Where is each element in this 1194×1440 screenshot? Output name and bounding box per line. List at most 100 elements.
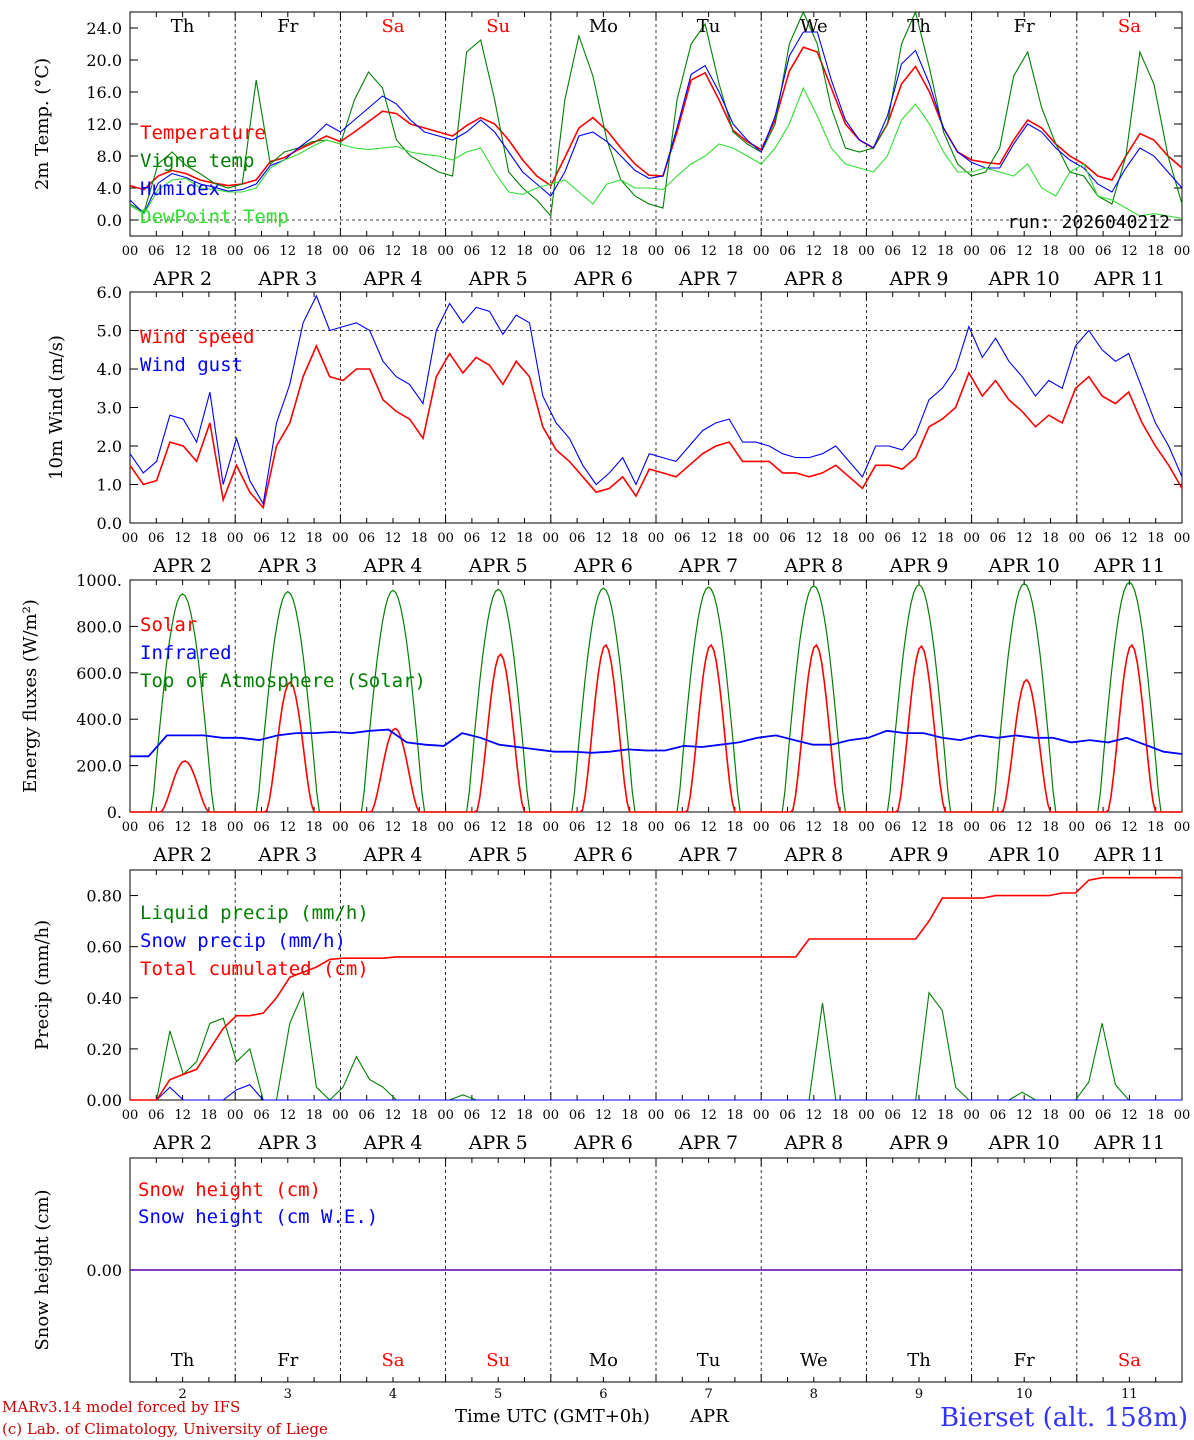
hour-label: 06: [884, 244, 901, 259]
legend-entry: Wind speed: [140, 326, 254, 348]
hour-label: 12: [385, 531, 402, 546]
hour-label: 00: [227, 820, 244, 835]
day-number-label: 9: [915, 1387, 923, 1402]
hour-label: 00: [963, 1108, 980, 1123]
hour-label: 00: [753, 820, 770, 835]
date-label: APR 11: [1093, 555, 1165, 577]
hour-label: 06: [148, 820, 165, 835]
hour-label: 06: [779, 531, 796, 546]
hour-label: 06: [674, 531, 691, 546]
hour-label: 18: [306, 1108, 323, 1123]
hour-label: 00: [227, 244, 244, 259]
day-number-label: 5: [494, 1387, 502, 1402]
footer-model: MARv3.14 model forced by IFS: [2, 1398, 240, 1416]
hour-label: 18: [306, 820, 323, 835]
y-tick-label: 0.0: [97, 514, 122, 533]
hour-label: 00: [1069, 820, 1086, 835]
hour-label: 12: [806, 820, 823, 835]
hour-label: 06: [464, 531, 481, 546]
hour-label: 12: [911, 531, 928, 546]
hour-label: 18: [621, 531, 638, 546]
hour-label: 06: [1095, 820, 1112, 835]
date-label: APR 2: [152, 555, 212, 577]
date-label: APR 11: [1093, 1132, 1165, 1154]
weekday-label: Tu: [697, 1350, 721, 1371]
hour-label: 06: [253, 1108, 270, 1123]
hour-label: 06: [358, 244, 375, 259]
hour-label: 06: [464, 820, 481, 835]
hour-label: 06: [358, 1108, 375, 1123]
hour-label: 12: [911, 1108, 928, 1123]
hour-label: 06: [148, 244, 165, 259]
hour-label: 18: [1042, 531, 1059, 546]
legend-entry: Humidex: [140, 178, 220, 200]
hour-label: 00: [648, 1108, 665, 1123]
hour-label: 06: [358, 531, 375, 546]
hour-label: 12: [490, 244, 507, 259]
hour-label: 12: [490, 531, 507, 546]
date-label: APR 3: [257, 1132, 317, 1154]
weekday-label: Mo: [589, 1350, 618, 1371]
hour-label: 00: [437, 1108, 454, 1123]
date-label: APR 4: [363, 555, 423, 577]
hour-label: 06: [990, 820, 1007, 835]
date-label: APR 9: [889, 555, 949, 577]
hour-label: 06: [253, 244, 270, 259]
series-line-2: [130, 1084, 1182, 1101]
date-label: APR 2: [152, 268, 212, 290]
hour-label: 06: [1095, 1108, 1112, 1123]
hour-label: 06: [884, 820, 901, 835]
legend-entry: Solar: [140, 614, 197, 636]
hour-label: 06: [148, 531, 165, 546]
hour-label: 18: [411, 244, 428, 259]
weekday-label: Mo: [589, 16, 618, 37]
hour-label: 00: [648, 820, 665, 835]
y-tick-label: 1.0: [97, 476, 122, 495]
hour-label: 18: [1042, 820, 1059, 835]
legend-entry: Snow height (cm W.E.): [138, 1206, 378, 1228]
hour-label: 18: [832, 820, 849, 835]
hour-label: 06: [148, 1108, 165, 1123]
y-tick-label: 20.0: [86, 51, 122, 70]
day-number-label: 2: [178, 1387, 186, 1402]
hour-label: 00: [122, 244, 139, 259]
hour-label: 12: [174, 244, 191, 259]
y-tick-label: 200.0: [76, 757, 122, 776]
weekday-label: We: [800, 16, 828, 37]
legend-entry: DewPoint Temp: [140, 206, 289, 228]
date-label: APR 11: [1093, 844, 1165, 866]
hour-label: 18: [201, 531, 218, 546]
hour-label: 12: [174, 531, 191, 546]
y-axis-title: 2m Temp. (°C): [32, 58, 53, 190]
hour-label: 12: [1016, 1108, 1033, 1123]
hour-label: 18: [727, 1108, 744, 1123]
date-label: APR 10: [988, 555, 1060, 577]
hour-label: 06: [779, 1108, 796, 1123]
date-label: APR 6: [573, 268, 633, 290]
y-tick-label: 0.60: [86, 938, 122, 957]
weekday-label: Sa: [1118, 16, 1141, 37]
hour-label: 12: [911, 244, 928, 259]
hour-label: 00: [1174, 820, 1191, 835]
hour-label: 18: [306, 244, 323, 259]
day-number-label: 3: [284, 1387, 292, 1402]
legend-entry: Liquid precip (mm/h): [140, 902, 369, 924]
hour-label: 12: [595, 820, 612, 835]
legend-entry: Snow height (cm): [138, 1179, 321, 1201]
day-number-label: 7: [704, 1387, 712, 1402]
footer-copyright: (c) Lab. of Climatology, University of L…: [2, 1420, 328, 1438]
y-tick-label: 24.0: [86, 19, 122, 38]
hour-label: 06: [569, 244, 586, 259]
hour-label: 18: [1042, 244, 1059, 259]
date-label: APR 2: [152, 844, 212, 866]
y-tick-label: 3.0: [97, 399, 122, 418]
y-tick-label: 12.0: [86, 115, 122, 134]
hour-label: 18: [516, 1108, 533, 1123]
date-label: APR 10: [988, 268, 1060, 290]
y-tick-label: 4.0: [97, 360, 122, 379]
hour-label: 12: [1016, 531, 1033, 546]
hour-label: 18: [832, 244, 849, 259]
hour-label: 00: [437, 820, 454, 835]
hour-label: 12: [806, 1108, 823, 1123]
hour-label: 12: [1121, 1108, 1138, 1123]
